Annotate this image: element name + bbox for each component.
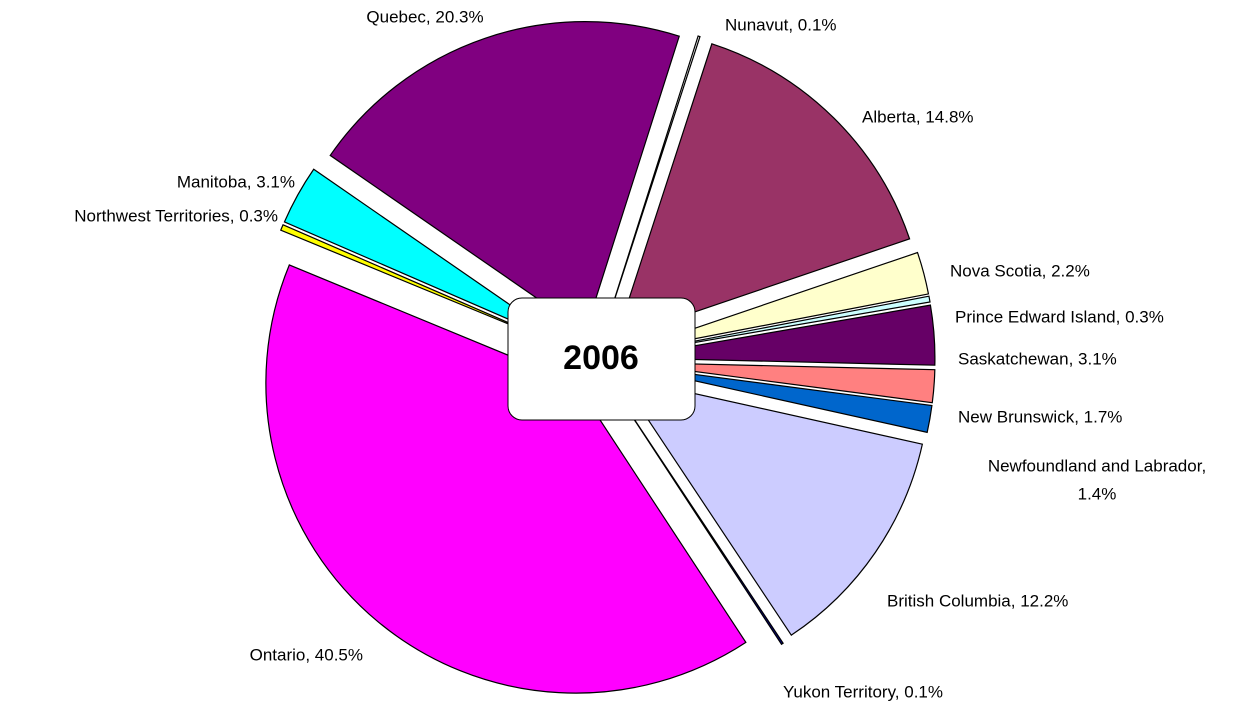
slice-label: 1.4% [1078, 484, 1117, 503]
pie-slice [265, 264, 747, 694]
pie-slice [283, 168, 570, 346]
slice-label: Quebec, 20.3% [366, 7, 483, 26]
slice-label: Nunavut, 0.1% [725, 15, 837, 34]
pie-slice [618, 376, 924, 636]
slice-label: Ontario, 40.5% [250, 645, 363, 664]
pie-slice [624, 361, 936, 404]
pie-slice [329, 21, 680, 333]
pie-slice [611, 384, 784, 646]
slice-label: Alberta, 14.8% [862, 107, 974, 126]
pie [265, 21, 936, 694]
pie-slice [603, 35, 701, 332]
pie-slice [615, 43, 911, 340]
pie-slice [623, 251, 930, 353]
slice-label: Prince Edward Island, 0.3% [955, 307, 1164, 326]
slice-label: Manitoba, 3.1% [177, 172, 295, 191]
pie-slice [279, 223, 568, 349]
center-box [507, 297, 696, 421]
slice-label: Nova Scotia, 2.2% [950, 261, 1090, 280]
pie-slice [624, 295, 931, 356]
slice-label: Newfoundland and Labrador, [988, 456, 1206, 475]
pie-slice [624, 304, 936, 366]
slice-label: Yukon Territory, 0.1% [783, 682, 943, 701]
slice-label: British Columbia, 12.2% [887, 591, 1068, 610]
slice-label: New Brunswick, 1.7% [958, 407, 1122, 426]
pie-slice [624, 364, 933, 434]
slice-label: Saskatchewan, 3.1% [958, 349, 1117, 368]
chart-title: 2006 [563, 339, 639, 377]
slice-label: Northwest Territories, 0.3% [74, 206, 278, 225]
